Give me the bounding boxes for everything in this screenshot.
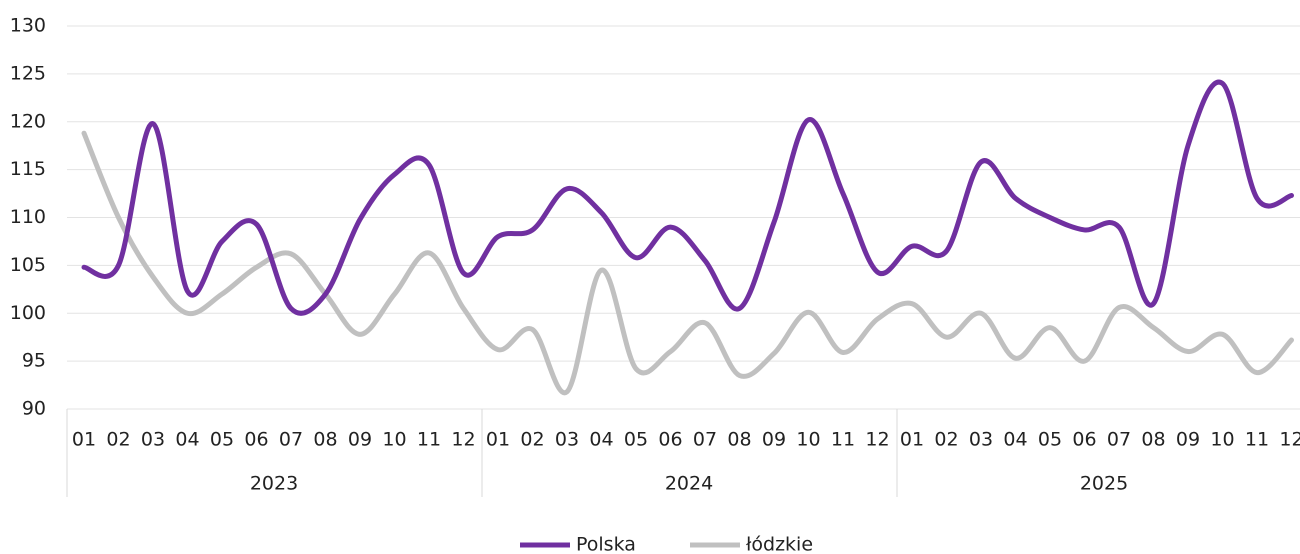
x-tick-label: 12 xyxy=(865,429,889,451)
x-tick-label: 04 xyxy=(1003,429,1027,451)
y-tick-label: 90 xyxy=(22,398,46,420)
x-tick-label: 11 xyxy=(417,429,441,451)
x-tick-label: 09 xyxy=(348,429,372,451)
x-tick-label: 03 xyxy=(555,429,579,451)
y-tick-label: 105 xyxy=(10,254,46,276)
x-tick-label: 04 xyxy=(589,429,613,451)
x-tick-label: 02 xyxy=(106,429,130,451)
x-tick-label: 09 xyxy=(762,429,786,451)
x-tick-label: 02 xyxy=(934,429,958,451)
x-tick-label: 02 xyxy=(520,429,544,451)
x-tick-label: 01 xyxy=(486,429,510,451)
legend-label: Polska xyxy=(576,534,636,554)
x-tick-label: 06 xyxy=(244,429,268,451)
x-tick-label: 07 xyxy=(1107,429,1131,451)
legend-label: łódzkie xyxy=(746,534,813,554)
x-tick-label: 10 xyxy=(796,429,820,451)
x-tick-label: 06 xyxy=(1072,429,1096,451)
x-tick-label: 10 xyxy=(382,429,406,451)
x-group-label: 2024 xyxy=(665,473,713,495)
x-tick-label: 06 xyxy=(658,429,682,451)
x-tick-label: 03 xyxy=(969,429,993,451)
y-tick-label: 100 xyxy=(10,302,46,324)
x-tick-label: 04 xyxy=(175,429,199,451)
y-tick-label: 110 xyxy=(10,206,46,228)
x-tick-label: 09 xyxy=(1176,429,1200,451)
x-tick-label: 12 xyxy=(1279,429,1300,451)
y-tick-label: 95 xyxy=(22,350,46,372)
x-tick-label: 11 xyxy=(1245,429,1269,451)
x-tick-label: 01 xyxy=(72,429,96,451)
y-tick-label: 130 xyxy=(10,15,46,37)
x-tick-label: 05 xyxy=(1038,429,1062,451)
x-tick-label: 07 xyxy=(693,429,717,451)
x-tick-label: 05 xyxy=(624,429,648,451)
x-tick-label: 10 xyxy=(1210,429,1234,451)
x-tick-label: 03 xyxy=(141,429,165,451)
x-group-label: 2023 xyxy=(250,473,298,495)
x-tick-label: 08 xyxy=(1141,429,1165,451)
y-tick-label: 115 xyxy=(10,158,46,180)
y-tick-label: 125 xyxy=(10,62,46,84)
x-group-label: 2025 xyxy=(1080,473,1128,495)
x-tick-label: 08 xyxy=(313,429,337,451)
y-tick-label: 120 xyxy=(10,110,46,132)
line xyxy=(81,130,1294,396)
line xyxy=(81,79,1294,316)
x-tick-label: 07 xyxy=(279,429,303,451)
x-tick-label: 01 xyxy=(900,429,924,451)
x-tick-label: 08 xyxy=(727,429,751,451)
x-tick-label: 11 xyxy=(831,429,855,451)
x-tick-label: 05 xyxy=(210,429,234,451)
x-tick-label: 12 xyxy=(451,429,475,451)
